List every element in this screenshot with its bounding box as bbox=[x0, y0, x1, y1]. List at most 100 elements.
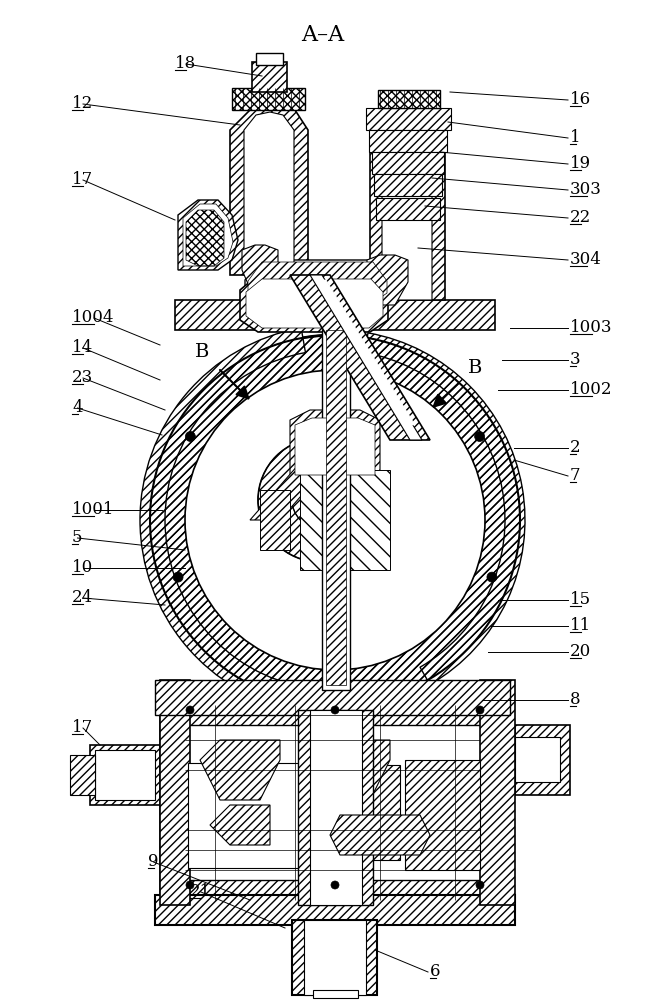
Polygon shape bbox=[250, 440, 350, 520]
Polygon shape bbox=[310, 275, 422, 440]
Circle shape bbox=[331, 706, 339, 714]
Text: 10: 10 bbox=[72, 560, 93, 576]
Bar bbox=[298, 710, 373, 905]
Bar bbox=[232, 88, 305, 110]
Bar bbox=[378, 90, 440, 108]
Text: A–A: A–A bbox=[302, 24, 344, 46]
Bar bbox=[369, 130, 447, 152]
Text: 17: 17 bbox=[72, 720, 93, 736]
Circle shape bbox=[186, 881, 194, 889]
Polygon shape bbox=[240, 275, 388, 332]
Bar bbox=[256, 53, 283, 65]
Wedge shape bbox=[140, 328, 306, 712]
Bar bbox=[160, 680, 190, 905]
Bar bbox=[515, 737, 560, 782]
Bar bbox=[155, 895, 515, 925]
Text: 11: 11 bbox=[570, 617, 591, 635]
Bar bbox=[304, 920, 366, 995]
Text: 1002: 1002 bbox=[570, 381, 612, 398]
Text: 1: 1 bbox=[570, 129, 581, 146]
Polygon shape bbox=[246, 279, 383, 328]
Polygon shape bbox=[178, 200, 238, 270]
Polygon shape bbox=[290, 410, 380, 480]
Bar bbox=[252, 62, 287, 92]
Circle shape bbox=[185, 432, 195, 442]
Polygon shape bbox=[230, 105, 308, 275]
Text: 3: 3 bbox=[570, 352, 581, 368]
Polygon shape bbox=[175, 300, 495, 330]
Circle shape bbox=[292, 472, 348, 528]
Polygon shape bbox=[300, 470, 390, 570]
Polygon shape bbox=[155, 680, 510, 715]
Polygon shape bbox=[248, 262, 387, 303]
Text: B: B bbox=[195, 343, 209, 361]
Bar bbox=[95, 750, 155, 800]
Polygon shape bbox=[367, 255, 408, 305]
Bar bbox=[515, 725, 570, 795]
Text: 23: 23 bbox=[72, 369, 93, 386]
Bar bbox=[310, 710, 362, 905]
Polygon shape bbox=[290, 275, 430, 440]
Circle shape bbox=[331, 881, 339, 889]
Bar bbox=[405, 760, 480, 870]
Bar bbox=[292, 920, 377, 995]
Circle shape bbox=[150, 335, 520, 705]
Polygon shape bbox=[370, 98, 445, 300]
Text: 6: 6 bbox=[430, 964, 441, 980]
Circle shape bbox=[186, 706, 194, 714]
Text: 8: 8 bbox=[570, 692, 581, 708]
Text: 20: 20 bbox=[570, 644, 591, 660]
Text: 1003: 1003 bbox=[570, 320, 612, 336]
Circle shape bbox=[475, 432, 484, 442]
Polygon shape bbox=[242, 245, 278, 300]
Text: 7: 7 bbox=[570, 468, 581, 485]
Circle shape bbox=[476, 706, 484, 714]
Bar bbox=[374, 174, 442, 196]
Bar bbox=[90, 745, 160, 805]
Bar bbox=[70, 755, 95, 795]
Text: 16: 16 bbox=[570, 92, 591, 108]
Polygon shape bbox=[310, 740, 390, 800]
Bar bbox=[320, 765, 400, 860]
Bar bbox=[188, 763, 308, 868]
Circle shape bbox=[185, 370, 485, 670]
Bar bbox=[376, 198, 440, 220]
Circle shape bbox=[487, 572, 497, 582]
Circle shape bbox=[258, 438, 382, 562]
Circle shape bbox=[173, 572, 183, 582]
Text: 17: 17 bbox=[72, 172, 93, 188]
Text: B: B bbox=[468, 359, 482, 377]
Bar bbox=[326, 330, 346, 685]
Text: 18: 18 bbox=[175, 55, 196, 73]
Polygon shape bbox=[295, 418, 375, 475]
Polygon shape bbox=[210, 805, 270, 845]
Text: 5: 5 bbox=[72, 530, 83, 546]
Text: 304: 304 bbox=[570, 251, 602, 268]
Polygon shape bbox=[260, 490, 290, 550]
Bar bbox=[313, 990, 358, 998]
Text: 1004: 1004 bbox=[72, 310, 114, 326]
Text: 24: 24 bbox=[72, 589, 93, 606]
Polygon shape bbox=[245, 260, 390, 305]
Text: 2: 2 bbox=[570, 440, 581, 456]
Text: 22: 22 bbox=[570, 210, 591, 227]
Text: 19: 19 bbox=[570, 155, 591, 172]
Text: 21: 21 bbox=[190, 884, 211, 900]
Text: 9: 9 bbox=[148, 854, 158, 870]
Polygon shape bbox=[165, 685, 505, 705]
Bar bbox=[480, 680, 515, 905]
Bar bbox=[366, 108, 451, 130]
Bar bbox=[372, 152, 444, 174]
Text: 4: 4 bbox=[72, 399, 83, 416]
Text: 12: 12 bbox=[72, 96, 93, 112]
Text: 303: 303 bbox=[570, 182, 602, 198]
Polygon shape bbox=[315, 280, 415, 425]
Polygon shape bbox=[183, 204, 233, 266]
Bar bbox=[185, 725, 485, 880]
Text: 14: 14 bbox=[72, 340, 93, 357]
Bar bbox=[322, 330, 350, 690]
Text: 1001: 1001 bbox=[72, 502, 114, 518]
Polygon shape bbox=[382, 112, 432, 300]
Bar bbox=[160, 700, 510, 900]
Text: 15: 15 bbox=[570, 591, 591, 608]
